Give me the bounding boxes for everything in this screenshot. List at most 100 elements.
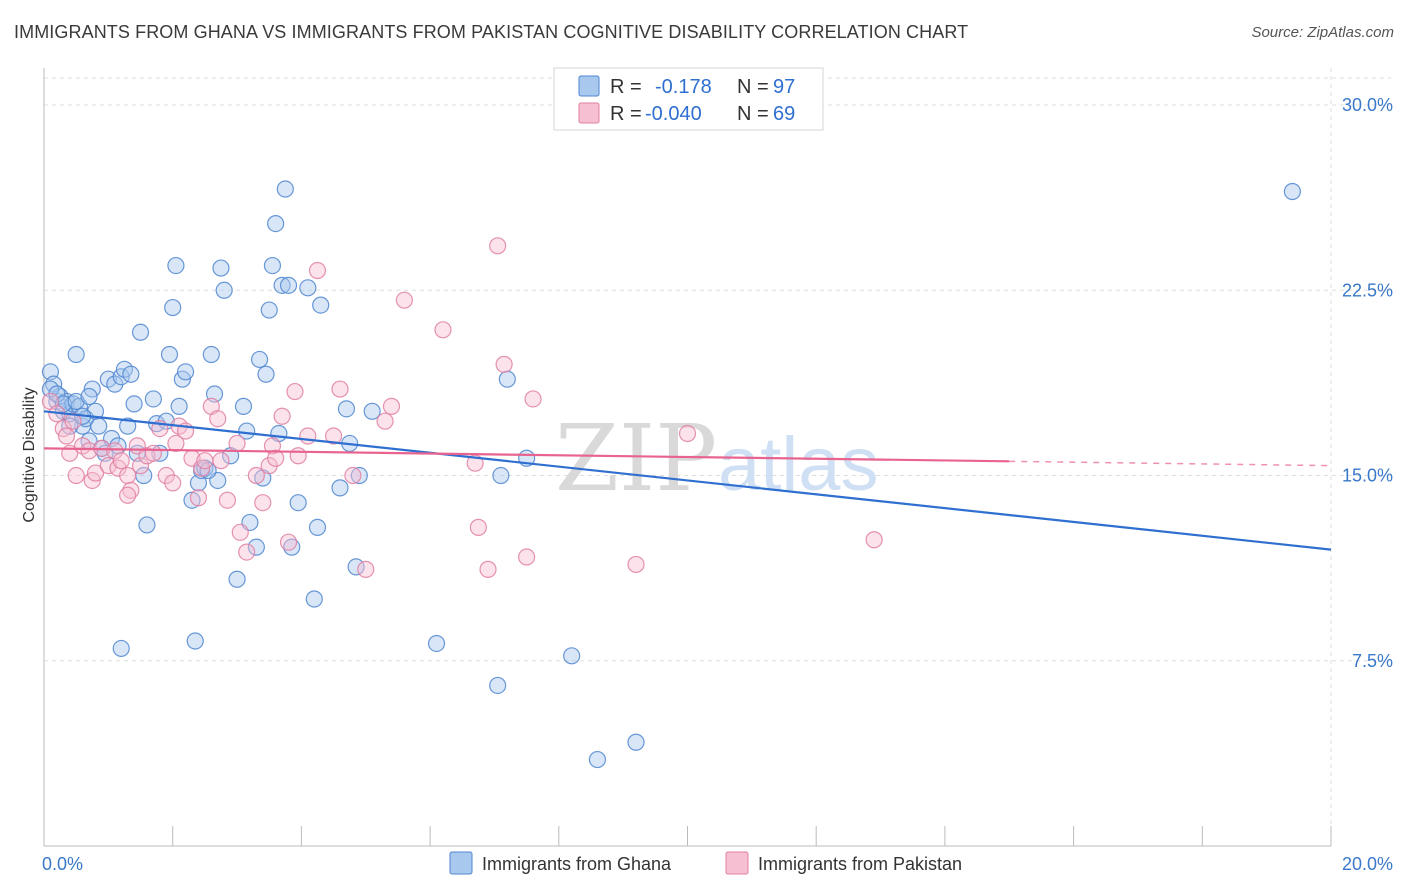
x-tick-label: 20.0%: [1342, 854, 1393, 874]
legend-r-ghana: -0.178: [655, 76, 712, 98]
data-point-ghana: [67, 345, 85, 364]
data-point-pakistan: [67, 466, 85, 485]
data-point-pakistan: [479, 560, 497, 578]
data-point-ghana: [276, 180, 294, 198]
chart-title: IMMIGRANTS FROM GHANA VS IMMIGRANTS FROM…: [14, 22, 969, 42]
axes: [43, 68, 1332, 847]
data-point-ghana: [125, 395, 143, 413]
data-point-ghana: [228, 570, 246, 588]
data-point-ghana: [279, 276, 298, 294]
data-point-pakistan: [344, 466, 362, 485]
data-point-pakistan: [238, 543, 256, 561]
data-point-ghana: [263, 256, 282, 275]
data-point-pakistan: [106, 442, 124, 460]
data-point-ghana: [170, 397, 188, 415]
data-point-ghana: [299, 279, 317, 297]
data-point-pakistan: [289, 447, 307, 465]
data-point-ghana: [80, 387, 98, 406]
data-point-ghana: [588, 750, 607, 769]
data-point-ghana: [627, 733, 645, 751]
data-point-pakistan: [144, 444, 162, 462]
data-point-pakistan: [627, 555, 645, 574]
data-point-pakistan: [489, 237, 507, 255]
data-point-pakistan: [218, 491, 236, 509]
data-point-ghana: [250, 350, 269, 369]
legend-swatch-pakistan: [578, 102, 600, 124]
legend-r-pakistan: -0.040: [645, 103, 702, 125]
data-point-ghana: [260, 301, 278, 319]
data-point-pakistan: [212, 452, 230, 470]
data-point-ghana: [267, 215, 285, 233]
data-point-ghana: [427, 634, 446, 653]
data-point-pakistan: [86, 464, 105, 482]
data-point-pakistan: [324, 427, 343, 445]
y-tick-label: 7.5%: [1352, 651, 1393, 671]
data-point-ghana: [186, 632, 204, 650]
data-point-ghana: [238, 422, 256, 440]
data-point-pakistan: [209, 410, 227, 428]
data-point-ghana: [563, 647, 581, 665]
data-point-pakistan: [231, 523, 249, 541]
bottom-swatch-ghana: [449, 851, 473, 875]
data-point-pakistan: [469, 518, 487, 536]
data-point-pakistan: [524, 390, 542, 408]
data-point-ghana: [167, 256, 185, 275]
data-point-pakistan: [865, 531, 883, 549]
data-point-pakistan: [254, 494, 272, 512]
data-point-ghana: [289, 494, 307, 512]
source-label: Source: ZipAtlas.com: [1251, 24, 1394, 41]
data-point-ghana: [489, 676, 507, 695]
data-point-pakistan: [357, 560, 375, 578]
legend-n-pakistan: 69: [773, 103, 795, 125]
bottom-swatch-pakistan: [725, 851, 749, 875]
data-point-ghana: [54, 395, 72, 413]
trend-line-pakistan: [43, 447, 1010, 463]
data-point-ghana: [308, 518, 327, 536]
data-point-ghana: [312, 296, 330, 314]
data-point-ghana: [160, 345, 179, 364]
x-tick-label: 0.0%: [42, 854, 83, 874]
trend-lines: [43, 410, 1332, 551]
series-legend: Immigrants from Ghana Immigrants from Pa…: [449, 851, 962, 875]
data-point-pakistan: [131, 457, 150, 475]
data-point-ghana: [122, 365, 140, 383]
data-point-pakistan: [80, 442, 98, 460]
grid-lines: [44, 68, 1391, 846]
data-point-ghana: [1283, 182, 1301, 201]
watermark-atlas: atlas: [718, 422, 879, 507]
data-point-pakistan: [299, 427, 317, 445]
legend-swatch-ghana: [578, 75, 600, 97]
data-point-ghana: [234, 397, 253, 415]
data-point-ghana: [212, 259, 230, 277]
data-point-ghana: [247, 538, 265, 556]
data-point-ghana: [283, 538, 301, 556]
legend-n-label-ghana: N =: [737, 76, 769, 98]
data-point-ghana: [305, 590, 323, 608]
data-point-pakistan: [57, 427, 76, 445]
data-point-ghana: [273, 276, 291, 294]
data-point-pakistan: [382, 397, 401, 415]
data-point-pakistan: [64, 412, 82, 430]
data-point-pakistan: [122, 481, 140, 499]
y-tick-label: 22.5%: [1342, 280, 1393, 300]
data-point-pakistan: [189, 489, 208, 507]
series-pakistan: [41, 237, 883, 578]
data-point-ghana: [337, 400, 356, 418]
x-tick-labels: 0.0% 20.0%: [42, 854, 1393, 874]
data-point-ghana: [176, 363, 195, 381]
legend-r-label-pakistan: R =: [610, 103, 642, 125]
data-point-ghana: [350, 466, 368, 485]
correlation-legend: R = -0.178 N = 97 R = -0.040 N = 69: [553, 67, 824, 131]
data-point-pakistan: [286, 382, 304, 401]
data-point-ghana: [492, 466, 510, 485]
data-point-ghana: [112, 639, 130, 658]
data-point-pakistan: [247, 466, 265, 485]
data-point-pakistan: [518, 548, 536, 566]
data-point-pakistan: [331, 380, 349, 398]
data-point-pakistan: [167, 434, 185, 453]
data-point-ghana: [90, 417, 108, 435]
y-axis-label: Cognitive Disability: [21, 387, 38, 522]
data-point-ghana: [215, 281, 233, 299]
legend-n-label-pakistan: N =: [737, 103, 769, 125]
